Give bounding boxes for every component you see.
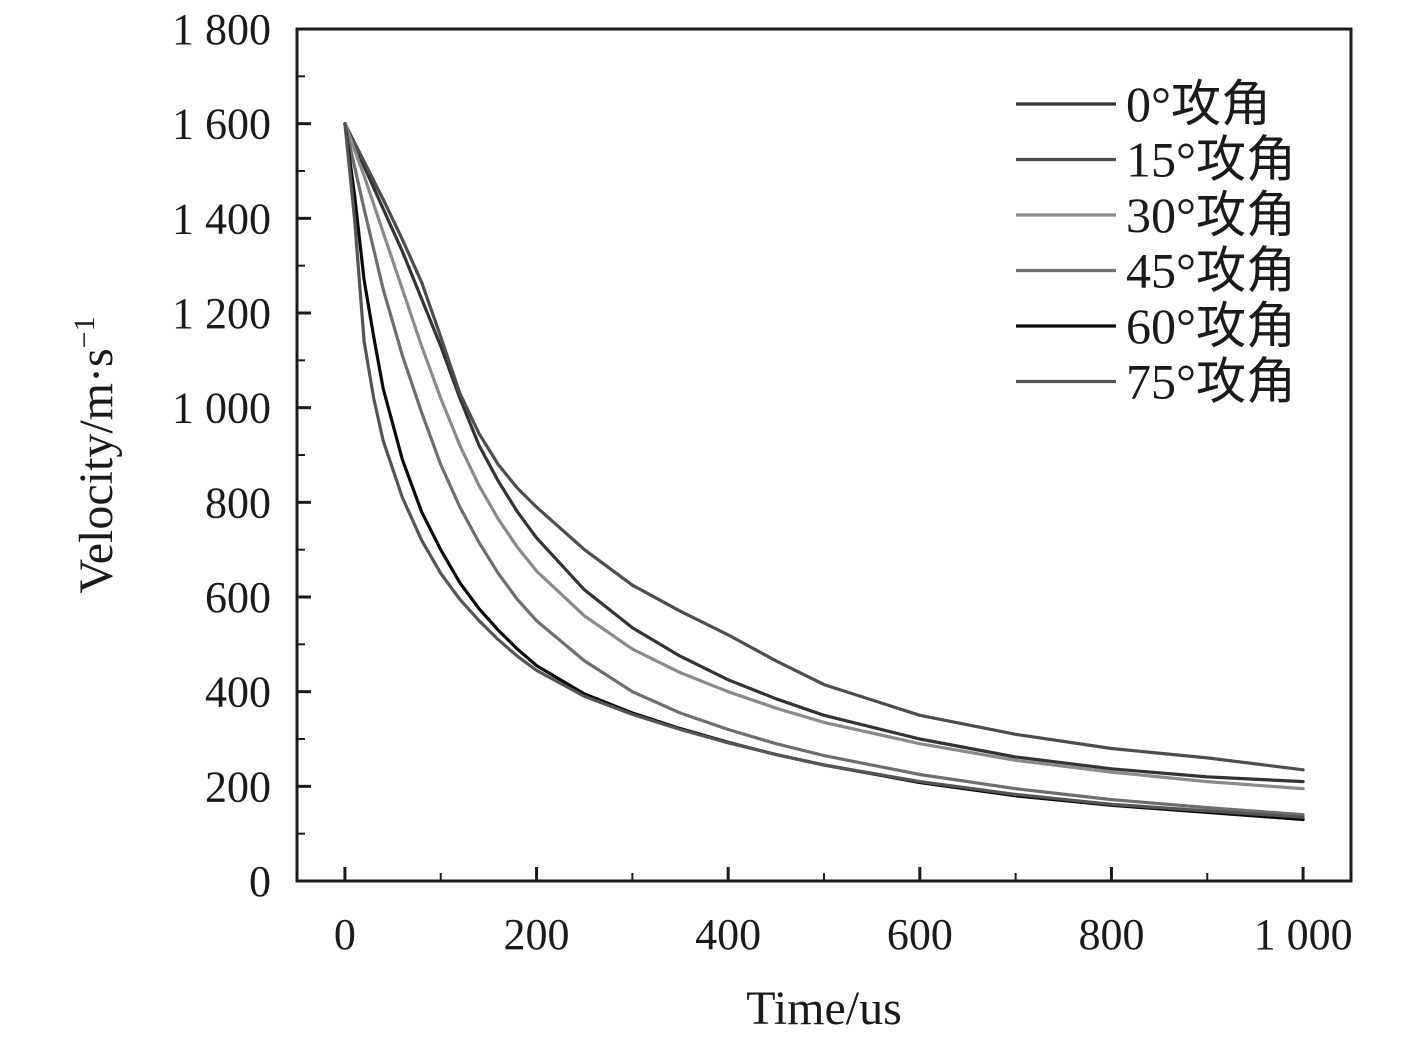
series-line-3 xyxy=(343,122,1305,817)
x-tick-label: 400 xyxy=(695,910,761,959)
legend-label-4: 60°攻角 xyxy=(1126,298,1296,354)
y-tick-label: 1 000 xyxy=(172,384,271,433)
x-tick-label: 200 xyxy=(504,910,570,959)
y-axis-title-superscript: −1 xyxy=(68,316,101,348)
series-line-2 xyxy=(343,122,1305,791)
legend-label-1: 15°攻角 xyxy=(1126,132,1296,188)
x-tick-label: 1 000 xyxy=(1254,910,1353,959)
y-tick-label: 1 600 xyxy=(172,100,271,149)
x-axis-title: Time/us xyxy=(746,982,902,1035)
y-tick-label: 800 xyxy=(205,478,271,527)
legend-label-5: 75°攻角 xyxy=(1126,354,1296,410)
series-layer xyxy=(343,122,1305,822)
y-axis-title: Velocity/m·s−1 xyxy=(68,316,123,593)
legend-label-0: 0°攻角 xyxy=(1126,76,1271,132)
y-tick-label: 0 xyxy=(249,857,271,906)
x-tick-label: 800 xyxy=(1078,910,1144,959)
y-tick-label: 400 xyxy=(205,668,271,717)
y-tick-label: 1 200 xyxy=(172,289,271,338)
series-line-5 xyxy=(343,122,1305,819)
series-line-0 xyxy=(343,122,1305,784)
y-axis-title-base: Velocity/m·s xyxy=(70,348,123,593)
x-tick-label: 600 xyxy=(887,910,953,959)
y-tick-label: 1 800 xyxy=(172,5,271,54)
ticks-layer: 0 200 400 600 800 1 000 0 200 400 600 800 1 000 1 20… xyxy=(172,5,1353,959)
series-line-1 xyxy=(343,122,1305,772)
x-tick-label: 0 xyxy=(334,910,356,959)
y-tick-label: 600 xyxy=(205,573,271,622)
legend-label-3: 45°攻角 xyxy=(1126,243,1296,299)
y-tick-label: 200 xyxy=(205,762,271,811)
legend-label-2: 30°攻角 xyxy=(1126,187,1296,243)
y-tick-label: 1 400 xyxy=(172,194,271,243)
